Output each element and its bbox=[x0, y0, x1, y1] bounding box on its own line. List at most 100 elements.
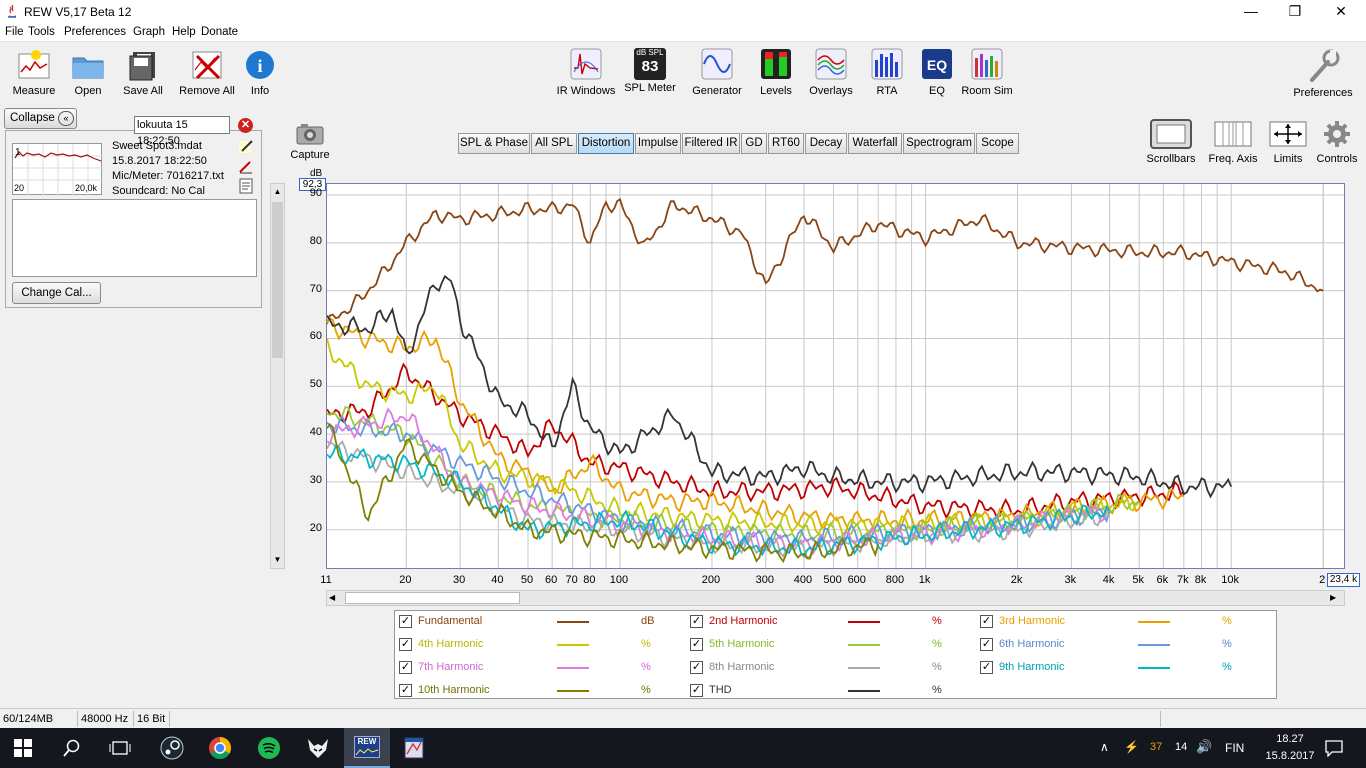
clock-date[interactable]: 15.8.2017 bbox=[1265, 750, 1315, 762]
tab-distortion[interactable]: Distortion bbox=[578, 133, 634, 154]
tray-chevron-icon[interactable]: ∧ bbox=[1100, 740, 1109, 754]
legend-checkbox[interactable]: ✓ bbox=[980, 615, 993, 628]
info-button[interactable]: i Info bbox=[242, 48, 278, 97]
legend-checkbox[interactable]: ✓ bbox=[980, 638, 993, 651]
search-icon[interactable] bbox=[63, 739, 81, 757]
tab-filtered-ir[interactable]: Filtered IR bbox=[682, 133, 740, 154]
maximize-button[interactable]: ❐ bbox=[1288, 3, 1302, 19]
legend-checkbox[interactable]: ✓ bbox=[690, 661, 703, 674]
tab-waterfall[interactable]: Waterfall bbox=[848, 133, 902, 154]
tab-decay[interactable]: Decay bbox=[805, 133, 847, 154]
legend-checkbox[interactable]: ✓ bbox=[980, 661, 993, 674]
color-picker-icon[interactable] bbox=[238, 158, 254, 174]
legend-item-4th-harmonic[interactable]: ✓ 4th Harmonic% bbox=[399, 638, 679, 654]
menu-graph[interactable]: Graph bbox=[133, 26, 165, 38]
menu-help[interactable]: Help bbox=[172, 26, 196, 38]
menu-donate[interactable]: Donate bbox=[201, 26, 239, 38]
legend-checkbox[interactable]: ✓ bbox=[399, 684, 412, 697]
remove-all-button[interactable]: Remove All bbox=[176, 48, 238, 97]
legend-checkbox[interactable]: ✓ bbox=[690, 684, 703, 697]
legend-item-thd[interactable]: ✓ THD% bbox=[690, 684, 970, 700]
scroll-right-icon[interactable]: ▶ bbox=[1330, 593, 1337, 602]
menu-file[interactable]: File bbox=[5, 26, 24, 38]
spl-meter-button[interactable]: dB SPL 83 SPL Meter bbox=[624, 48, 676, 94]
ir-windows-button[interactable]: IR Windows bbox=[554, 48, 618, 97]
y-max-box[interactable]: 92,3 bbox=[299, 178, 326, 191]
tab-spl-phase[interactable]: SPL & Phase bbox=[458, 133, 530, 154]
tab-scope[interactable]: Scope bbox=[976, 133, 1019, 154]
eq-button[interactable]: EQ EQ bbox=[918, 48, 956, 97]
remove-measurement-icon[interactable]: ✕ bbox=[238, 118, 253, 133]
legend-item-10th-harmonic[interactable]: ✓ 10th Harmonic% bbox=[399, 684, 679, 700]
rta-button[interactable]: RTA bbox=[866, 48, 908, 97]
language-indicator[interactable]: FIN bbox=[1225, 741, 1245, 755]
legend-checkbox[interactable]: ✓ bbox=[399, 638, 412, 651]
scroll-thumb[interactable] bbox=[272, 202, 283, 358]
distortion-plot[interactable] bbox=[326, 184, 1344, 568]
tab-impulse[interactable]: Impulse bbox=[635, 133, 681, 154]
scroll-down-icon[interactable]: ▼ bbox=[273, 555, 282, 564]
levels-button[interactable]: Levels bbox=[754, 48, 798, 97]
collapse-button[interactable]: Collapse « bbox=[4, 108, 77, 129]
tab-spectrogram[interactable]: Spectrogram bbox=[903, 133, 975, 154]
legend-checkbox[interactable]: ✓ bbox=[690, 638, 703, 651]
legend-item-fundamental[interactable]: ✓ Fundamental dB bbox=[399, 615, 679, 631]
rew-taskbar-button[interactable]: REW bbox=[344, 728, 390, 768]
menu-tools[interactable]: Tools bbox=[28, 26, 55, 38]
legend-item-2nd-harmonic[interactable]: ✓ 2nd Harmonic% bbox=[690, 615, 970, 631]
change-cal-button[interactable]: Change Cal... bbox=[12, 282, 101, 304]
tab-all-spl[interactable]: All SPL bbox=[531, 133, 577, 154]
tab-gd[interactable]: GD bbox=[741, 133, 767, 154]
open-button[interactable]: Open bbox=[66, 48, 110, 97]
h-scroll-thumb[interactable] bbox=[345, 592, 520, 604]
legend-checkbox[interactable]: ✓ bbox=[399, 661, 412, 674]
overlays-button[interactable]: Overlays bbox=[806, 48, 856, 97]
controls-button[interactable]: Controls bbox=[1314, 118, 1360, 165]
legend-item-9th-harmonic[interactable]: ✓ 9th Harmonic% bbox=[980, 661, 1260, 677]
save-all-button[interactable]: Save All bbox=[118, 48, 168, 97]
preferences-button[interactable]: Preferences bbox=[1290, 48, 1356, 99]
windows-start-icon[interactable] bbox=[14, 739, 32, 757]
document-app-icon[interactable] bbox=[403, 736, 425, 760]
measurement-thumbnail[interactable]: 1 20 20,0k bbox=[12, 143, 103, 196]
minimize-button[interactable]: — bbox=[1244, 3, 1258, 19]
chrome-icon[interactable] bbox=[208, 736, 232, 760]
measure-button[interactable]: Measure bbox=[8, 48, 60, 97]
network-icon[interactable]: ⚡ bbox=[1124, 740, 1139, 754]
scrollbars-button[interactable]: Scrollbars bbox=[1143, 118, 1199, 165]
legend-item-7th-harmonic[interactable]: ✓ 7th Harmonic% bbox=[399, 661, 679, 677]
horizontal-scrollbar[interactable]: ◀ ▶ bbox=[326, 590, 1345, 606]
close-button[interactable]: ✕ bbox=[1335, 3, 1347, 19]
scroll-left-icon[interactable]: ◀ bbox=[329, 593, 336, 602]
volume-icon[interactable]: 🔊 bbox=[1196, 739, 1213, 754]
legend-item-8th-harmonic[interactable]: ✓ 8th Harmonic% bbox=[690, 661, 970, 677]
levels-icon bbox=[761, 49, 791, 79]
scroll-up-icon[interactable]: ▲ bbox=[273, 187, 282, 196]
measurement-name-field[interactable]: lokuuta 15 18:22:50 bbox=[134, 116, 230, 147]
capture-button[interactable]: Capture bbox=[288, 122, 332, 161]
x-tick-label: 200 bbox=[701, 574, 721, 586]
menu-preferences[interactable]: Preferences bbox=[64, 26, 127, 38]
legend-item-3rd-harmonic[interactable]: ✓ 3rd Harmonic% bbox=[980, 615, 1260, 631]
tab-rt60[interactable]: RT60 bbox=[768, 133, 804, 154]
notes-area[interactable] bbox=[12, 199, 257, 277]
limits-button[interactable]: Limits bbox=[1266, 118, 1310, 165]
generator-button[interactable]: Generator bbox=[688, 48, 746, 97]
freq-axis-button[interactable]: Freq. Axis bbox=[1204, 118, 1262, 165]
legend-checkbox[interactable]: ✓ bbox=[690, 615, 703, 628]
notifications-icon[interactable] bbox=[1324, 739, 1344, 757]
info-sheet-icon[interactable] bbox=[238, 178, 254, 194]
edit-notes-icon[interactable] bbox=[238, 138, 254, 154]
distortion-graph[interactable] bbox=[326, 183, 1345, 569]
legend-checkbox[interactable]: ✓ bbox=[399, 615, 412, 628]
steam-icon[interactable] bbox=[160, 736, 184, 760]
fox-app-icon[interactable] bbox=[306, 736, 330, 760]
spotify-icon[interactable] bbox=[257, 736, 281, 760]
clock-time[interactable]: 18.27 bbox=[1276, 733, 1304, 745]
legend-item-6th-harmonic[interactable]: ✓ 6th Harmonic% bbox=[980, 638, 1260, 654]
x-max-box[interactable]: 23,4 k bbox=[1327, 573, 1360, 587]
vertical-scrollbar[interactable]: ▲ ▼ bbox=[270, 183, 285, 569]
task-view-icon[interactable] bbox=[109, 740, 131, 756]
legend-item-5th-harmonic[interactable]: ✓ 5th Harmonic% bbox=[690, 638, 970, 654]
room-sim-button[interactable]: Room Sim bbox=[960, 48, 1014, 97]
